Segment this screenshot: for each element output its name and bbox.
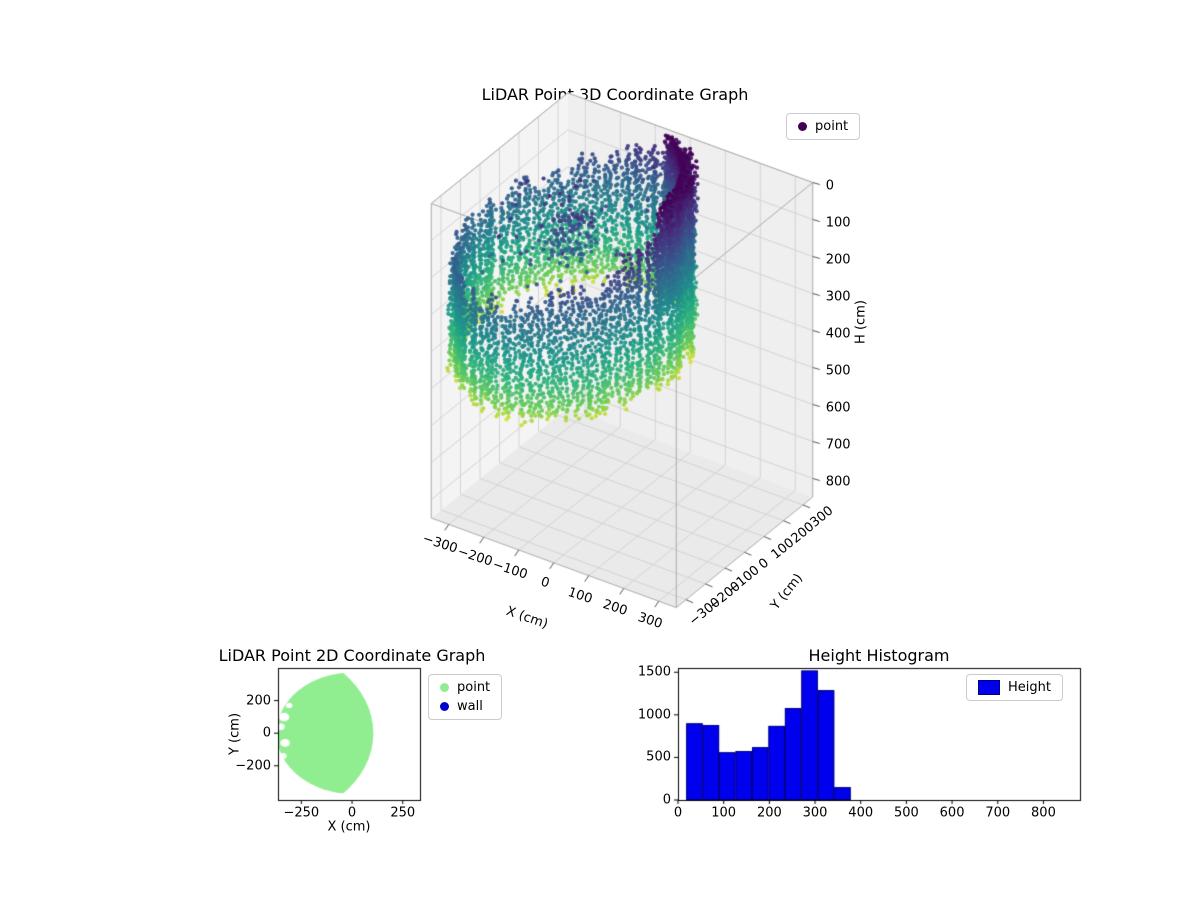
legend-row-height: Height [978,680,1051,695]
tick-label: −200 [235,758,271,774]
legend-label-point3d: point [815,119,849,134]
legend-label-point2d: point [457,680,491,695]
plot2d-canvas [270,660,430,810]
hist-legend: Height [966,674,1063,701]
scatter-marker-icon [798,122,807,131]
histogram-patch-icon [978,680,1000,695]
plot2d-xlabel: X (cm) [327,819,371,835]
legend-row-wall2d: wall [440,699,490,714]
plot2d-legend: point wall [428,674,503,720]
legend-row-point3d: point [798,119,848,134]
point-marker-icon [440,683,449,692]
plot3d-canvas [320,80,910,660]
plot3d-zlabel: H (cm) [853,300,869,344]
wall-marker-icon [440,702,449,711]
legend-label-height: Height [1008,680,1051,695]
legend-label-wall2d: wall [457,699,483,714]
plot2d-ylabel: Y (cm) [227,712,243,756]
legend-row-point2d: point [440,680,490,695]
plot3d-legend: point [786,113,861,140]
tick-label: 200 [246,693,271,709]
